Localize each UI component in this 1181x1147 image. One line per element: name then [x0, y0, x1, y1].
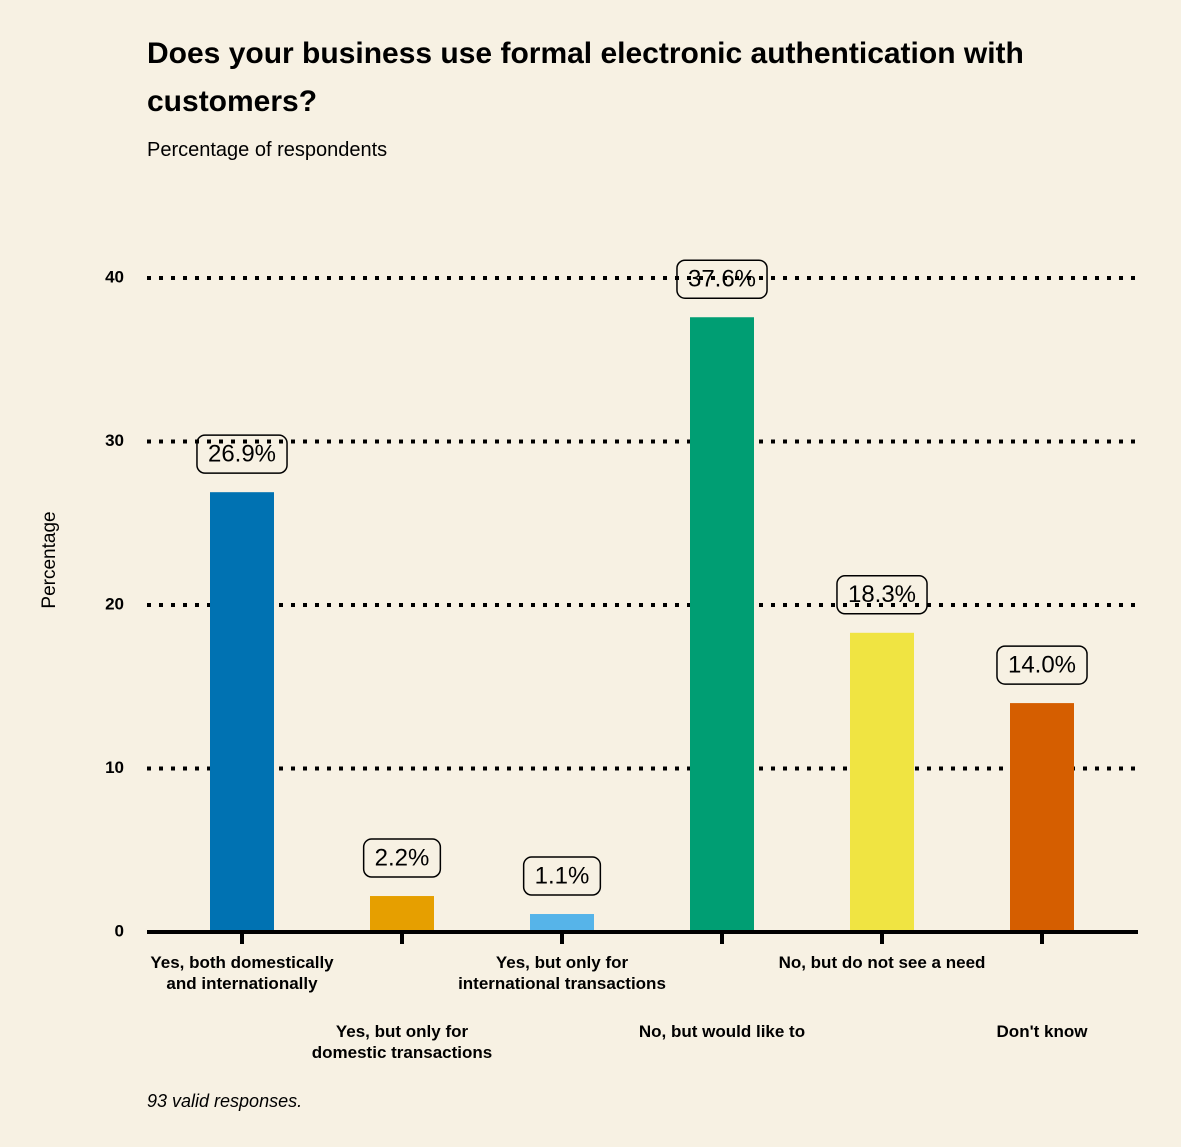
- value-label: 26.9%: [196, 434, 288, 474]
- value-label: 37.6%: [676, 259, 768, 299]
- chart-subtitle: Percentage of respondents: [147, 139, 388, 161]
- y-tick-label: 20: [105, 594, 124, 613]
- value-label-box: [676, 259, 768, 299]
- y-tick-label: 40: [105, 267, 124, 286]
- footnote: 93 valid responses.: [147, 1091, 303, 1111]
- value-label-box: [196, 434, 288, 474]
- bar: [850, 632, 914, 932]
- value-label-box: [996, 645, 1088, 685]
- value-label: 1.1%: [522, 856, 602, 896]
- bar: [530, 914, 594, 932]
- bar: [210, 492, 274, 932]
- bar: [1010, 703, 1074, 932]
- value-label: 14.0%: [996, 645, 1088, 685]
- x-tick-label: Don't know: [996, 1022, 1088, 1041]
- x-tick-label: Yes, but only for domestic transactions: [311, 1022, 493, 1062]
- y-axis-label: Percentage: [39, 511, 60, 608]
- value-label-text: 14.0%: [1008, 651, 1076, 678]
- value-label-box: [836, 575, 928, 615]
- value-label: 18.3%: [836, 575, 928, 615]
- value-label-text: 37.6%: [688, 266, 756, 293]
- x-tick-label: Yes, but only for international transact…: [458, 953, 666, 993]
- chart-title: Does your business use formal electronic…: [147, 37, 1024, 118]
- value-label-box: [522, 856, 602, 896]
- value-label-text: 2.2%: [375, 844, 430, 871]
- x-tick-label: No, but would like to: [638, 1022, 806, 1041]
- y-tick-label: 10: [105, 758, 124, 777]
- value-label: 2.2%: [362, 838, 442, 878]
- bar: [370, 896, 434, 932]
- x-tick-label: Yes, both domestically and international…: [150, 953, 334, 993]
- value-label-text: 1.1%: [535, 862, 590, 889]
- value-label-text: 26.9%: [208, 441, 276, 468]
- y-tick-label: 0: [115, 921, 124, 940]
- value-label-text: 18.3%: [848, 581, 916, 608]
- y-tick-label: 30: [105, 431, 124, 450]
- bar: [690, 317, 754, 932]
- value-label-box: [362, 838, 442, 878]
- x-tick-label: No, but do not see a need: [778, 953, 986, 972]
